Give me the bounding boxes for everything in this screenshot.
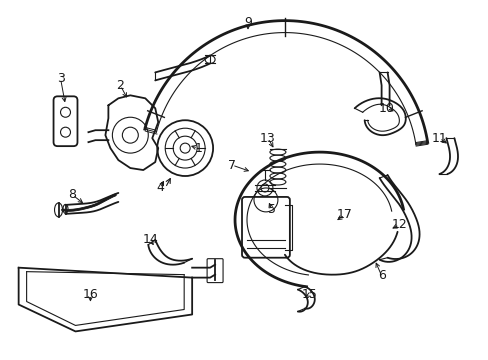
Text: 11: 11 <box>431 132 447 145</box>
Text: 6: 6 <box>377 269 385 282</box>
Text: 15: 15 <box>301 288 317 301</box>
Text: 14: 14 <box>142 233 158 246</box>
Text: 3: 3 <box>57 72 64 85</box>
Text: 17: 17 <box>336 208 352 221</box>
Text: 9: 9 <box>244 16 251 29</box>
Text: 5: 5 <box>267 203 275 216</box>
Text: 4: 4 <box>156 181 164 194</box>
Text: 2: 2 <box>116 79 124 92</box>
Text: 13: 13 <box>260 132 275 145</box>
Text: 16: 16 <box>82 288 98 301</box>
Text: 8: 8 <box>68 188 76 202</box>
Text: 10: 10 <box>378 102 394 115</box>
Text: 7: 7 <box>227 158 236 172</box>
Text: 1: 1 <box>194 141 202 155</box>
Text: 12: 12 <box>391 218 407 231</box>
